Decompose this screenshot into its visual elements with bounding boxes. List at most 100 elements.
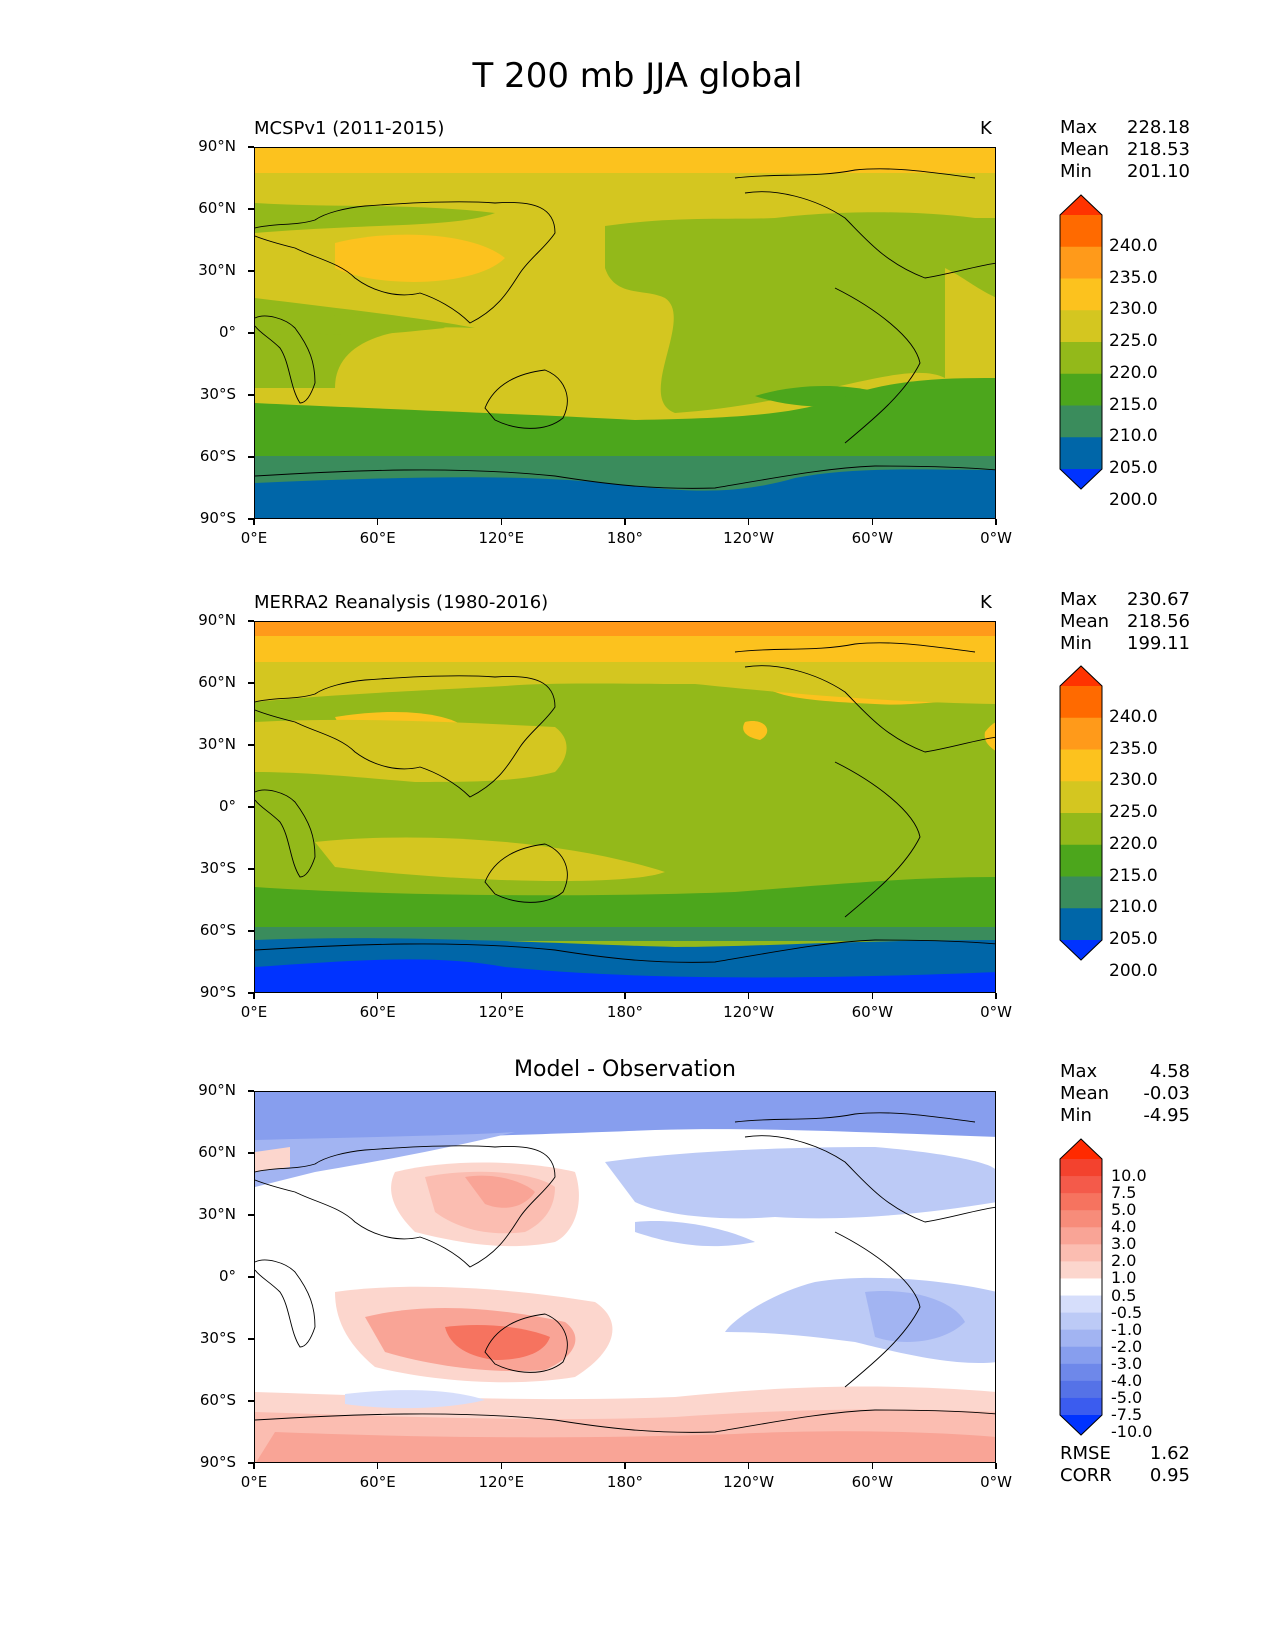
- colorbar-segment: [1060, 1261, 1102, 1279]
- colorbar-segment: [1060, 908, 1102, 941]
- colorbar-segment: [1060, 1159, 1102, 1177]
- stat-value: 4.58: [1149, 1061, 1190, 1082]
- colorbar-segment: [1060, 876, 1102, 909]
- colorbar-tick-label: 240.0: [1109, 706, 1158, 727]
- x-tick-label: 120°W: [723, 1473, 775, 1491]
- colorbar-tick-label: -1.0: [1111, 1319, 1143, 1339]
- x-tick-label: 120°W: [723, 1003, 775, 1021]
- colorbar-tick-label: -4.0: [1111, 1370, 1143, 1390]
- colorbar-tick-label: 230.0: [1109, 770, 1158, 791]
- colorbar-tick-label: 210.0: [1109, 897, 1158, 918]
- stats-row: Min 199.11: [1060, 633, 1190, 655]
- stats-row: Min -4.95: [1060, 1105, 1190, 1127]
- colorbar-segment: [1060, 1210, 1102, 1228]
- x-tick-label: 0°E: [240, 529, 268, 547]
- y-tick-mark: [248, 620, 254, 622]
- colorbar-extend-max: [1060, 195, 1102, 215]
- colorbar-tick-label: 235.0: [1109, 267, 1158, 288]
- stat-label: Max: [1060, 1061, 1098, 1082]
- x-tick-label: 60°W: [851, 529, 894, 547]
- colorbar-tick-label: 205.0: [1109, 458, 1158, 478]
- colorbar-tick-label: 240.0: [1109, 235, 1158, 256]
- colorbar: [1059, 665, 1103, 961]
- colorbar-tick-label: 220.0: [1109, 362, 1158, 383]
- x-tick-mark: [747, 993, 750, 999]
- colorbar-segment: [1060, 1193, 1102, 1211]
- colorbar-tick-label: 2.0: [1111, 1251, 1137, 1271]
- colorbar-tick-label: 1.0: [1111, 1268, 1137, 1288]
- map-plot: [254, 147, 996, 519]
- stat-value: 199.11: [1127, 633, 1190, 654]
- y-tick-mark: [248, 270, 254, 272]
- metrics-block: RMSE 1.62 CORR 0.95: [1060, 1443, 1190, 1487]
- x-tick-label: 180°: [606, 1473, 644, 1491]
- stats-row: Mean -0.03: [1060, 1083, 1190, 1105]
- y-tick-label: 30°S: [199, 385, 236, 403]
- colorbar-segment: [1060, 844, 1102, 877]
- x-tick-mark: [995, 519, 997, 525]
- colorbar-extend-max: [1060, 666, 1102, 686]
- y-tick-label: 60°S: [199, 1391, 236, 1409]
- x-tick-label: 0°W: [980, 529, 1012, 547]
- x-tick-label: 120°E: [478, 1473, 525, 1491]
- y-tick-mark: [248, 930, 254, 932]
- stats-row: Max 230.67: [1060, 589, 1190, 611]
- colorbar-segment: [1060, 215, 1102, 248]
- y-tick-mark: [248, 1090, 254, 1092]
- x-tick-label: 0°W: [980, 1473, 1012, 1491]
- x-tick-label: 120°E: [478, 1003, 525, 1021]
- x-tick-mark: [871, 993, 874, 999]
- colorbar-tick-label: 4.0: [1111, 1217, 1137, 1237]
- x-tick-mark: [253, 1463, 255, 1469]
- metric-row: RMSE 1.62: [1060, 1443, 1190, 1465]
- colorbar-outline: [1059, 665, 1103, 961]
- colorbar-extend-min: [1060, 1415, 1102, 1435]
- colorbar-tick-label: 230.0: [1109, 299, 1158, 320]
- panel-title: Model - Observation: [514, 1057, 736, 1082]
- colorbar-segment: [1060, 342, 1102, 375]
- x-tick-label: 180°: [606, 529, 644, 547]
- stat-value: 218.53: [1127, 139, 1190, 160]
- stat-value: -4.95: [1143, 1105, 1190, 1126]
- stat-label: Max: [1060, 589, 1098, 610]
- x-tick-mark: [500, 519, 503, 525]
- colorbar-segment: [1060, 1363, 1102, 1382]
- stats-block: Max 230.67 Mean 218.56 Min 199.11: [1060, 589, 1190, 655]
- colorbar-tick-label: -5.0: [1111, 1387, 1143, 1407]
- colorbar-segment: [1060, 1278, 1102, 1297]
- x-tick-label: 180°: [606, 1003, 644, 1021]
- map-field-observation: [255, 622, 995, 992]
- colorbar-segment: [1060, 373, 1102, 406]
- y-tick-label: 60°N: [198, 673, 236, 691]
- metric-value: 0.95: [1149, 1465, 1190, 1486]
- stats-row: Max 4.58: [1060, 1061, 1190, 1083]
- y-tick-mark: [248, 208, 254, 210]
- y-tick-mark: [248, 1214, 254, 1216]
- metric-label: CORR: [1060, 1465, 1112, 1486]
- colorbar: [1059, 1138, 1103, 1436]
- colorbar-segment: [1060, 813, 1102, 846]
- colorbar-tick-label: 215.0: [1109, 394, 1158, 415]
- colorbar-segment: [1060, 686, 1102, 719]
- x-tick-mark: [995, 993, 997, 999]
- colorbar-segment: [1060, 1346, 1102, 1365]
- panel-title: MCSPv1 (2011-2015): [254, 118, 445, 139]
- x-tick-label: 120°W: [723, 529, 775, 547]
- y-tick-mark: [248, 806, 254, 808]
- stat-label: Min: [1060, 161, 1092, 182]
- colorbar-tick-label: 10.0: [1111, 1166, 1147, 1186]
- y-tick-mark: [248, 682, 254, 684]
- colorbar-segment: [1060, 1176, 1102, 1194]
- colorbar-segment: [1060, 781, 1102, 814]
- colorbar-tick-label: 235.0: [1109, 738, 1158, 759]
- y-tick-label: 60°N: [198, 199, 236, 217]
- stats-row: Min 201.10: [1060, 161, 1190, 183]
- stat-label: Mean: [1060, 1083, 1110, 1104]
- y-tick-label: 30°N: [198, 735, 236, 753]
- y-tick-label: 60°N: [198, 1143, 236, 1161]
- colorbar-segment: [1060, 1295, 1102, 1314]
- x-tick-mark: [747, 1463, 750, 1469]
- stat-value: 228.18: [1127, 117, 1190, 138]
- colorbar-outline: [1059, 1138, 1103, 1436]
- x-tick-label: 60°E: [359, 1003, 396, 1021]
